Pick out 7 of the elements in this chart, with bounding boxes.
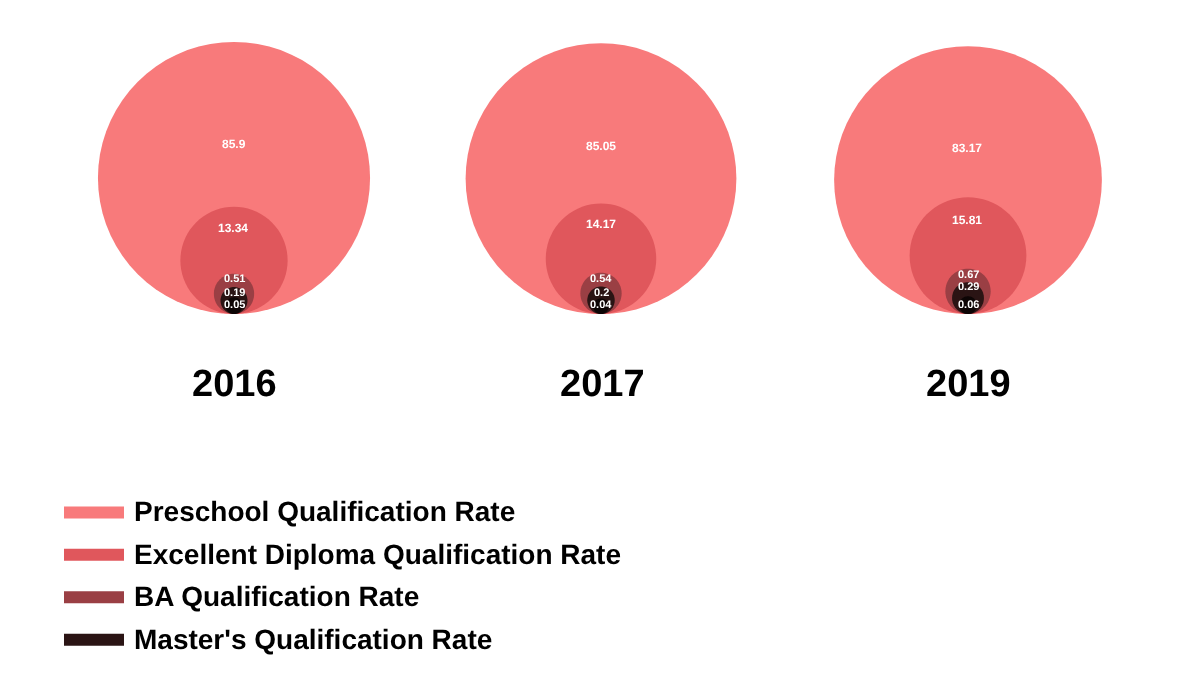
category-label: 2016 (192, 364, 277, 406)
legend-label: Preschool Qualification Rate (134, 495, 516, 528)
legend-label: BA Qualification Rate (134, 580, 420, 613)
legend-label: Master's Qualification Rate (134, 622, 493, 655)
category-label: 2019 (926, 364, 1011, 406)
category-label: 2017 (560, 364, 645, 406)
legend-label: Excellent Diploma Qualification Rate (134, 537, 622, 570)
